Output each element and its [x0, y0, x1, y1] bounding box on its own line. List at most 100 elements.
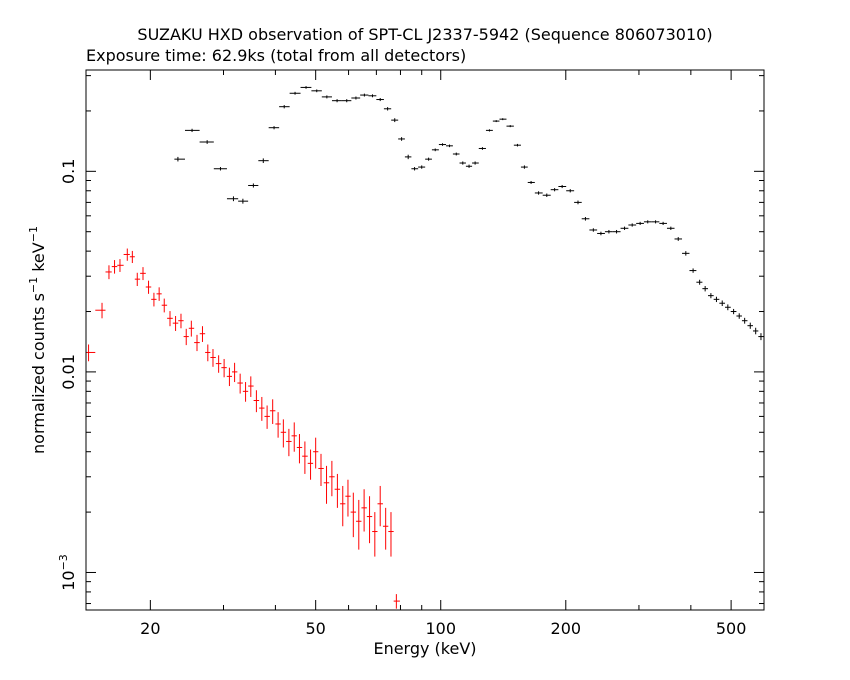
data-point	[286, 428, 292, 457]
data-point	[213, 167, 227, 171]
data-point	[275, 412, 281, 438]
data-point	[368, 94, 377, 98]
data-point	[719, 300, 726, 307]
chart-title: SUZAKU HXD observation of SPT-CL J2337-5…	[137, 25, 712, 44]
data-point	[289, 91, 301, 95]
data-point	[151, 292, 157, 307]
data-point	[210, 349, 216, 367]
data-point	[280, 419, 287, 448]
y-axis-label-mid: keV	[29, 242, 48, 277]
data-point	[520, 165, 528, 169]
data-point	[264, 405, 270, 429]
data-point	[331, 99, 342, 103]
data-point	[183, 328, 189, 346]
data-point	[506, 125, 514, 128]
data-point	[361, 489, 367, 532]
data-point	[111, 260, 118, 274]
data-point	[513, 143, 521, 147]
y-tick-label-text: 0.01	[59, 354, 78, 390]
data-point	[612, 229, 621, 234]
data-point	[296, 434, 303, 464]
data-point	[86, 344, 96, 362]
data-point	[558, 184, 567, 189]
data-point	[145, 280, 152, 294]
x-tick-label: 500	[716, 619, 747, 638]
y-tick-label: 0.1	[59, 159, 78, 184]
data-point	[95, 302, 106, 319]
series-0	[86, 248, 400, 609]
y-axis-label-sup1: −1	[27, 277, 40, 293]
data-point	[205, 344, 211, 362]
x-tick-label: 20	[140, 619, 160, 638]
data-point	[713, 296, 720, 303]
data-point	[659, 221, 667, 225]
data-point	[682, 251, 690, 256]
data-point	[302, 441, 308, 474]
data-point	[438, 143, 447, 146]
data-point	[382, 507, 389, 550]
data-point	[194, 334, 200, 352]
data-point	[574, 200, 582, 205]
data-point	[741, 317, 748, 324]
data-point	[140, 267, 146, 281]
data-point	[581, 216, 590, 221]
data-point	[534, 191, 543, 195]
data-point	[702, 286, 709, 292]
data-point	[248, 183, 259, 188]
data-point	[446, 144, 453, 148]
data-point	[589, 228, 598, 232]
data-point	[643, 220, 652, 224]
data-point	[258, 158, 269, 164]
data-point	[527, 180, 535, 184]
x-axis-label: Energy (keV)	[373, 639, 476, 658]
y-axis-label-sup2: −1	[27, 226, 40, 242]
data-point	[431, 148, 439, 152]
data-point	[269, 399, 276, 424]
data-point	[300, 86, 312, 89]
data-point	[404, 154, 412, 160]
data-point	[689, 268, 697, 273]
data-point	[188, 320, 195, 337]
data-point	[708, 293, 714, 299]
data-point	[268, 126, 280, 130]
data-point	[167, 311, 173, 327]
data-point	[411, 167, 419, 171]
chart-subtitle: Exposure time: 62.9ks (total from all de…	[86, 46, 466, 65]
data-point	[105, 265, 112, 280]
data-point	[340, 485, 346, 527]
data-point	[226, 367, 232, 387]
data-point	[253, 390, 260, 413]
plot-frame	[85, 69, 765, 611]
data-point	[156, 287, 162, 301]
series-1	[174, 86, 764, 341]
data-point	[730, 308, 737, 315]
data-point	[542, 193, 551, 197]
data-point	[418, 165, 426, 169]
data-point	[334, 473, 341, 508]
data-point	[425, 157, 432, 161]
x-tick-label: 200	[551, 619, 582, 638]
data-point	[123, 248, 130, 261]
data-point	[485, 129, 493, 132]
series-layer	[86, 86, 764, 609]
x-tick-label: 50	[305, 619, 325, 638]
data-point	[376, 98, 384, 102]
data-point	[174, 156, 185, 162]
y-axis-label: normalized counts s−1 keV−1	[27, 226, 48, 454]
data-point	[199, 140, 214, 144]
y-tick-label-text: 10	[59, 570, 78, 590]
data-point	[499, 118, 507, 121]
data-point	[172, 315, 179, 331]
data-point	[696, 279, 703, 285]
data-point	[725, 304, 731, 311]
data-point	[291, 422, 297, 452]
data-point	[259, 396, 265, 421]
data-point	[472, 161, 479, 165]
y-tick-label: 10−3	[57, 554, 78, 591]
data-point	[318, 453, 324, 486]
data-point	[350, 492, 357, 538]
data-point	[628, 223, 637, 227]
y-axis-label-main: normalized counts s	[29, 293, 48, 454]
data-point	[329, 460, 335, 497]
data-point	[459, 161, 466, 165]
